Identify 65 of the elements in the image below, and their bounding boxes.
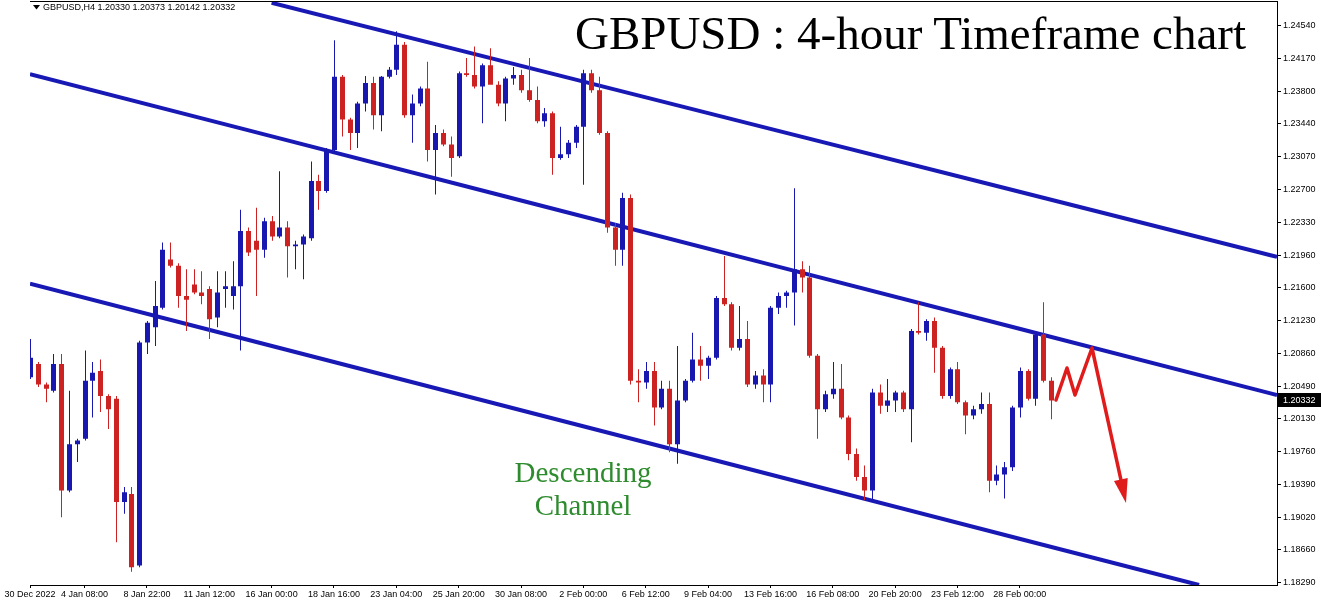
y-tick-label: 1.21600 xyxy=(1283,281,1316,292)
annotation: Descending Channel xyxy=(514,456,652,522)
candlestick xyxy=(916,302,921,335)
annotation: 1.20332 xyxy=(1278,393,1321,407)
y-tick-label: 1.19390 xyxy=(1283,478,1316,489)
x-tick-label: 30 Jan 08:00 xyxy=(494,588,548,599)
x-tick-label: 20 Feb 20:00 xyxy=(868,588,922,599)
candlestick xyxy=(558,126,563,160)
candlestick xyxy=(184,269,189,331)
candlestick xyxy=(722,256,727,306)
x-tick-label: 9 Feb 04:00 xyxy=(684,588,733,599)
candlestick xyxy=(44,382,49,403)
candlestick xyxy=(800,261,805,293)
candlestick xyxy=(231,261,236,310)
candlestick xyxy=(994,465,999,486)
y-tick-label: 1.22700 xyxy=(1283,183,1316,194)
y-tick-label: 1.21960 xyxy=(1283,249,1316,260)
candlestick xyxy=(254,207,259,297)
candlestick xyxy=(831,362,836,399)
candlestick xyxy=(885,379,890,413)
x-tick-label: 16 Jan 00:00 xyxy=(245,588,298,599)
candlestick xyxy=(792,188,797,326)
y-tick-label: 1.23070 xyxy=(1283,150,1316,161)
candlestick xyxy=(971,405,976,420)
x-tick-label: 4 Jan 08:00 xyxy=(61,588,109,599)
y-tick-label: 1.23800 xyxy=(1283,85,1316,96)
y-tick-label: 1.19760 xyxy=(1283,445,1316,456)
x-tick-label: 25 Jan 20:00 xyxy=(432,588,485,599)
candlestick xyxy=(698,346,703,381)
y-tick-label: 1.21230 xyxy=(1283,314,1316,325)
candlestick xyxy=(737,305,742,351)
candlestick xyxy=(511,66,516,85)
x-tick-label: 28 Feb 00:00 xyxy=(993,588,1047,599)
x-tick-label: 16 Feb 08:00 xyxy=(806,588,860,599)
x-tick-label: 6 Feb 12:00 xyxy=(621,588,670,599)
candlestick xyxy=(472,46,477,89)
candlestick xyxy=(293,240,298,270)
candlestick xyxy=(1002,461,1007,499)
y-tick-label: 1.24170 xyxy=(1283,52,1316,63)
x-tick-label: 23 Jan 04:00 xyxy=(370,588,423,599)
candlestick xyxy=(636,369,641,403)
y-tick-label: 1.19020 xyxy=(1283,511,1316,522)
chart-title: GBPUSD : 4-hour Timeframe chart xyxy=(574,7,1246,59)
candlestick xyxy=(878,384,883,414)
x-tick-label: 13 Feb 16:00 xyxy=(743,588,797,599)
y-tick-label: 1.20860 xyxy=(1283,347,1316,358)
y-tick-label: 1.20490 xyxy=(1283,380,1316,391)
y-tick-label: 1.18660 xyxy=(1283,543,1316,554)
candlestick xyxy=(277,171,282,239)
candlestick xyxy=(464,58,469,77)
x-tick-label: 11 Jan 12:00 xyxy=(183,588,235,599)
x-tick-label: 23 Feb 12:00 xyxy=(930,588,984,599)
candlestick xyxy=(527,58,532,102)
y-tick-label: 1.22330 xyxy=(1283,216,1316,227)
y-tick-label: 1.23440 xyxy=(1283,117,1316,128)
chart-subtitle: GBPUSD,H4 1.20330 1.20373 1.20142 1.20332 xyxy=(43,2,236,13)
x-tick-label: 18 Jan 16:00 xyxy=(307,588,360,599)
x-tick-label: 2 Feb 00:00 xyxy=(559,588,608,599)
x-tick-label: 8 Jan 22:00 xyxy=(123,588,171,599)
y-tick-label: 1.18290 xyxy=(1283,576,1316,587)
candlestick xyxy=(223,271,228,308)
x-tick-label: 30 Dec 2022 xyxy=(4,588,56,599)
candlestick xyxy=(90,362,95,418)
y-tick-label: 1.24540 xyxy=(1283,19,1316,30)
y-tick-label: 1.20130 xyxy=(1283,412,1316,423)
